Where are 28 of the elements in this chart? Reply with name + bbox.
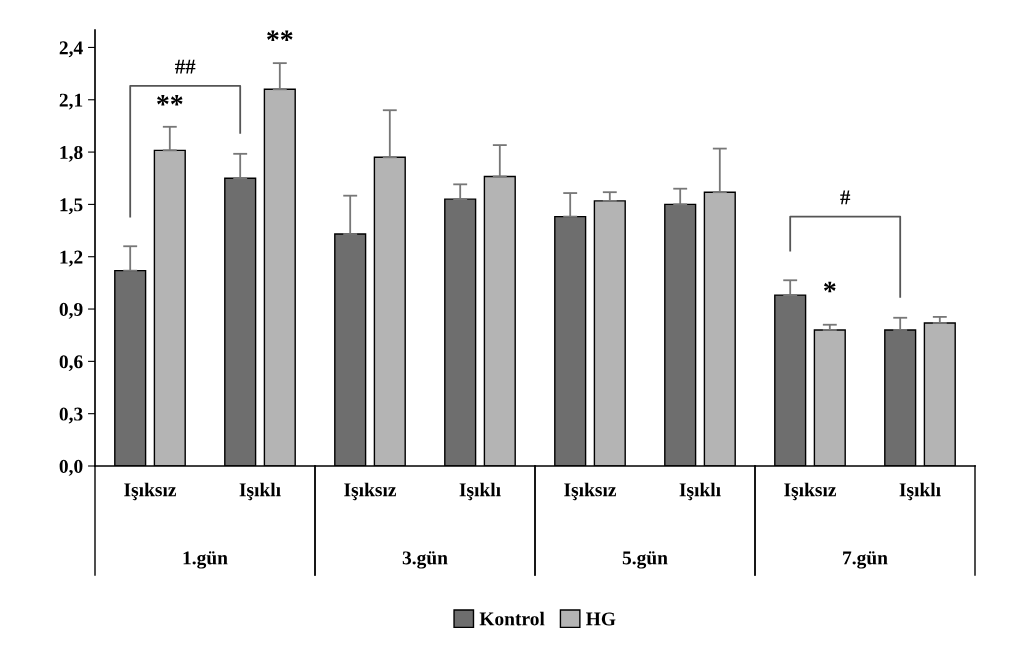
y-tick-label: 0,9 xyxy=(59,302,83,319)
text: 5.gün xyxy=(622,551,668,569)
legend-label: Kontrol xyxy=(479,611,545,626)
x-tick-label: Işıksız xyxy=(564,482,617,501)
annotation: ## xyxy=(175,59,196,74)
y-tick-label: 0,3 xyxy=(59,407,83,424)
x-tick-label: Işıklı xyxy=(459,482,501,501)
annotation: # xyxy=(840,190,851,205)
y-tick-label: 1,8 xyxy=(60,145,83,162)
x-tick-label: Işıklı xyxy=(899,482,941,501)
legend-label: HG xyxy=(586,612,616,626)
annotation: * xyxy=(824,281,836,293)
annotation: ** xyxy=(157,95,183,106)
x-tick-label: Işıksız xyxy=(344,482,397,501)
y-tick-label: 0,0 xyxy=(59,459,83,476)
x-tick-label: Işıksız xyxy=(124,482,177,501)
y-tick-label: 1,2 xyxy=(60,250,83,267)
x-tick-label: Işıklı xyxy=(239,482,281,501)
text: 1.gün xyxy=(183,551,228,569)
y-tick-label: 1,5 xyxy=(60,198,83,215)
text: 3.gün xyxy=(402,551,448,569)
x-tick-label: Işıksız xyxy=(784,482,837,501)
x-tick-label: Işıklı xyxy=(679,482,721,501)
annotation: ** xyxy=(267,30,293,42)
y-tick-label: 2,1 xyxy=(59,93,83,110)
y-tick-label: 0,6 xyxy=(59,355,83,372)
text: 7.gün xyxy=(843,551,888,569)
y-tick-label: 2,4 xyxy=(59,41,83,58)
